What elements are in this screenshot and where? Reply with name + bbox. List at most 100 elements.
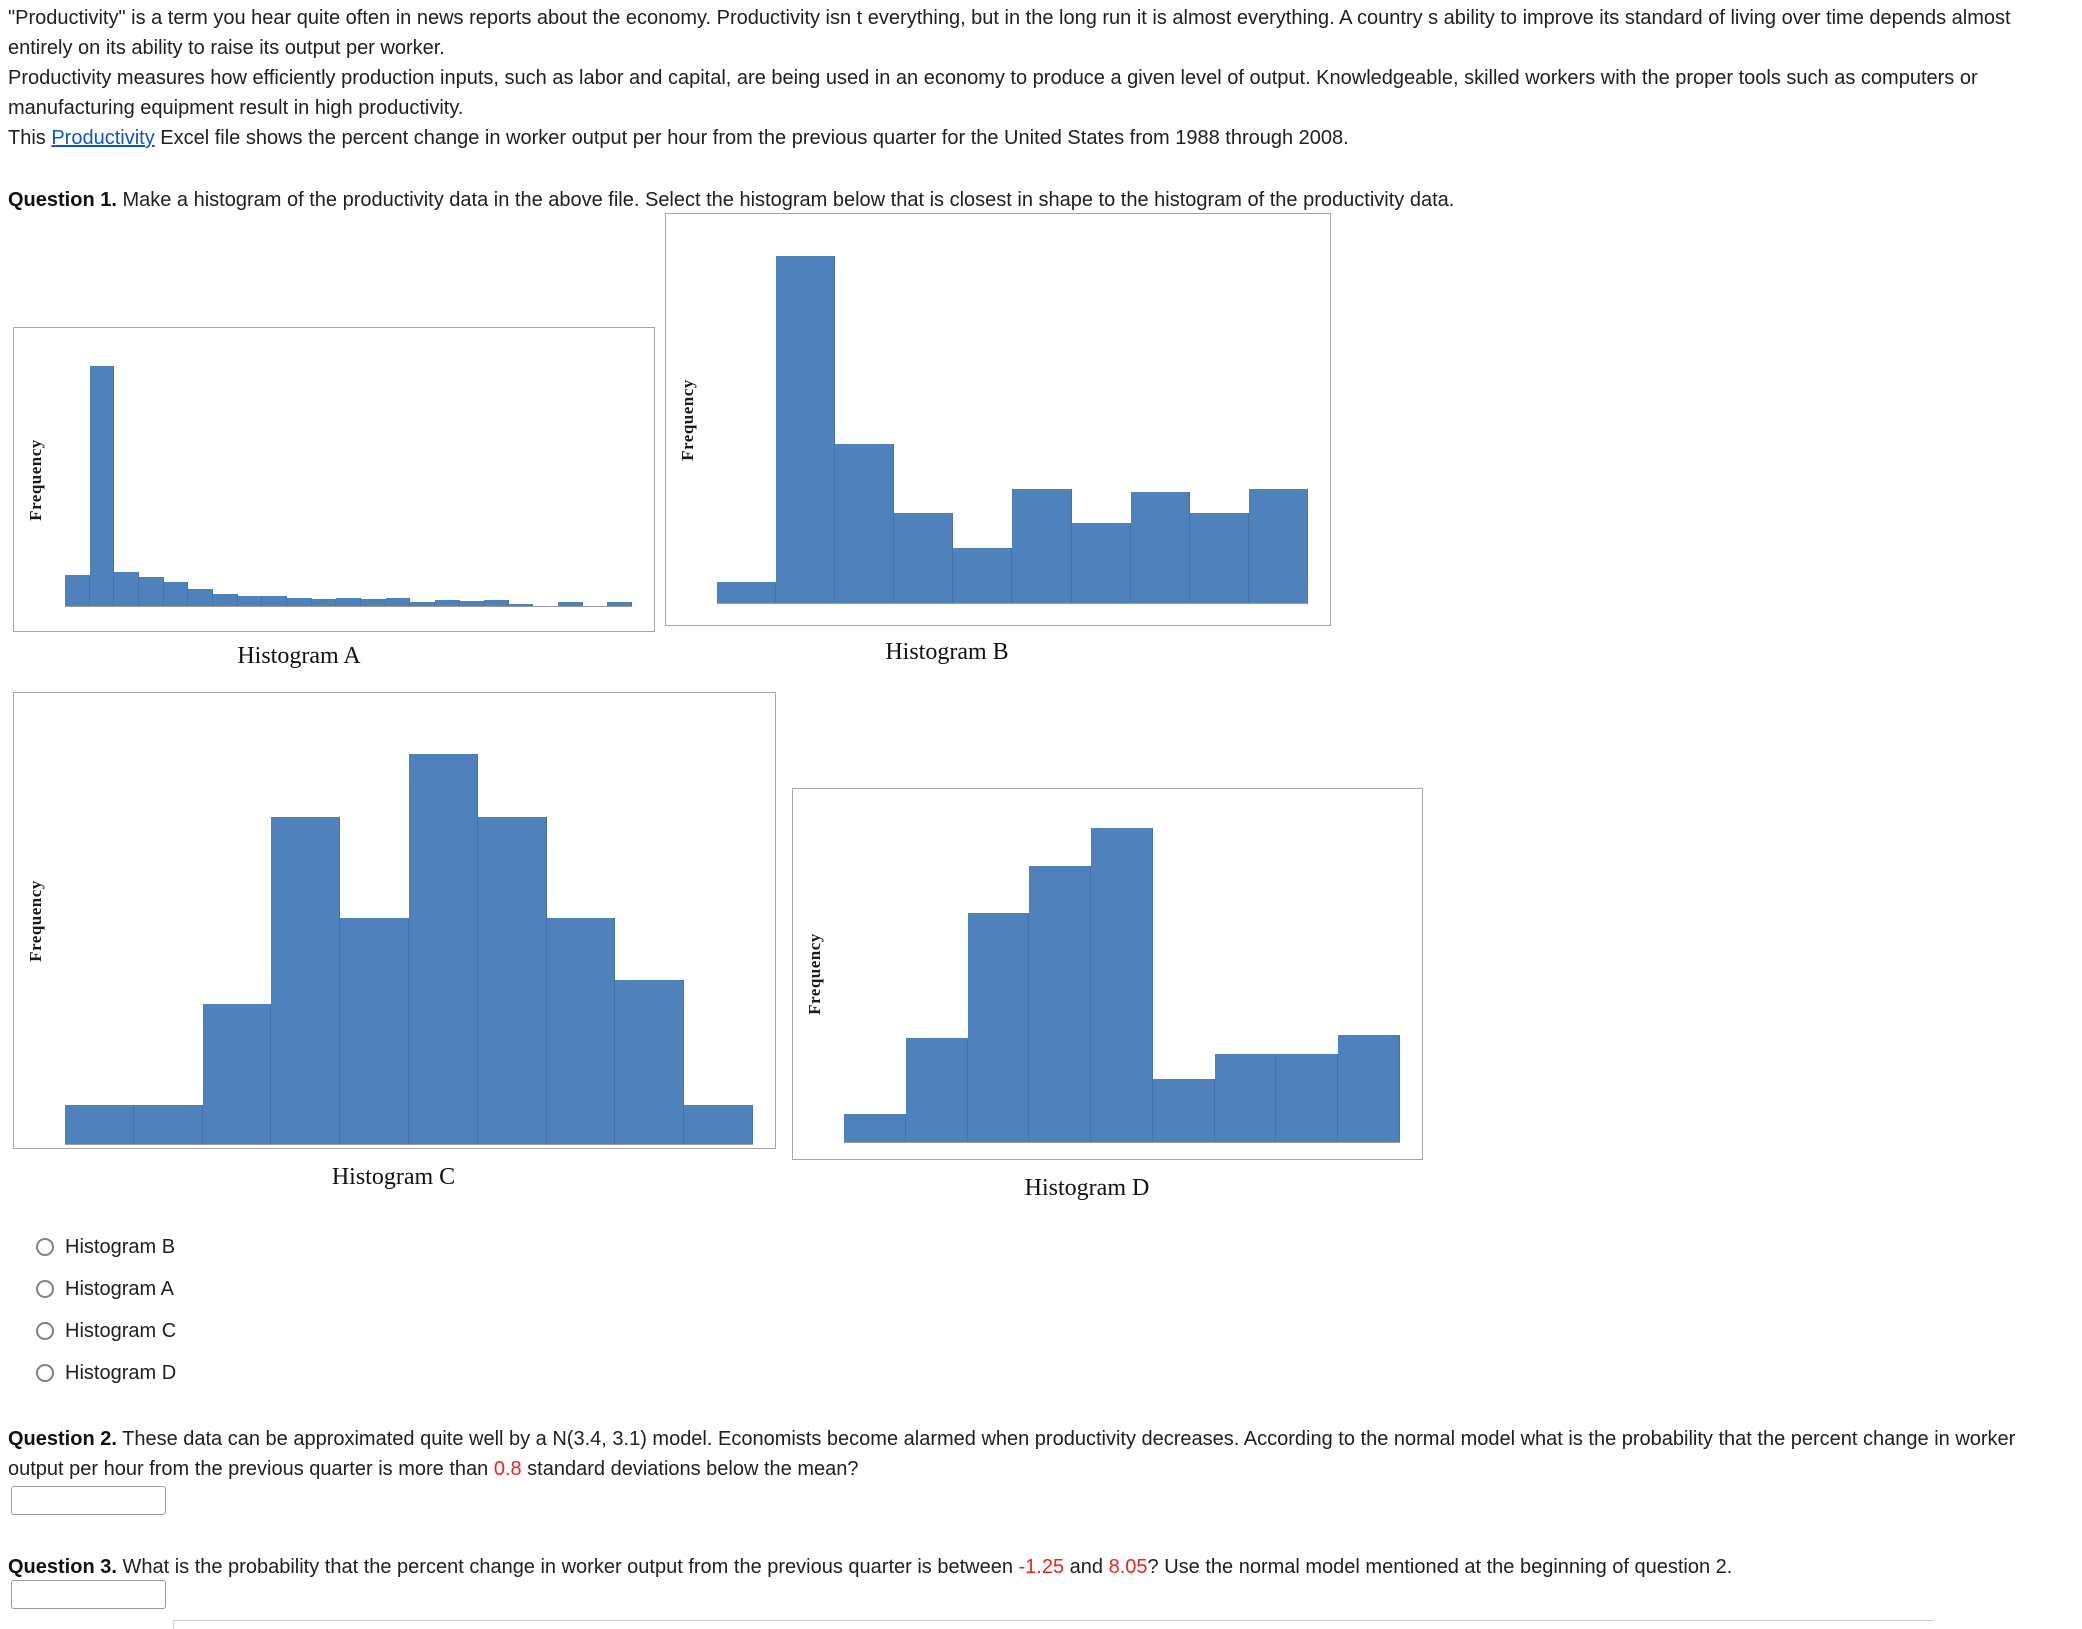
question1-label: Question 1. [8, 189, 117, 211]
question3-answer-input[interactable] [11, 1580, 166, 1609]
histogram-b-plot [717, 222, 1308, 604]
histogram-b-title: Histogram B [885, 639, 1009, 665]
histogram-bar [1214, 1054, 1277, 1142]
histogram-bar [684, 1105, 753, 1144]
question3-body-before: What is the probability that the percent… [116, 1556, 1019, 1578]
histogram-bar [286, 597, 312, 606]
histogram-bar [1012, 488, 1072, 603]
question2-answer-input[interactable] [11, 1486, 166, 1515]
histogram-c-chart: Frequency [13, 692, 776, 1149]
intro-paragraph-3: This Productivity Excel file shows the p… [8, 123, 2070, 153]
histogram-bar [615, 980, 685, 1144]
histogram-bar [894, 512, 954, 603]
question2-body-after: standard deviations below the mean? [521, 1458, 859, 1480]
intro-p1-text: "Productivity" is a term you hear quite … [8, 7, 2011, 59]
histogram-bar [905, 1038, 968, 1142]
histogram-c-title: Histogram C [331, 1164, 456, 1190]
option-label[interactable]: Histogram C [65, 1319, 177, 1342]
question2-highlight-value: 0.8 [493, 1458, 522, 1480]
option-label[interactable]: Histogram D [65, 1361, 177, 1384]
radio-button-icon[interactable] [36, 1280, 54, 1298]
question3-label: Question 3. [8, 1556, 117, 1578]
option-histogram-b[interactable]: Histogram B [36, 1226, 176, 1268]
histogram-bar [138, 577, 164, 606]
histogram-bar [844, 1113, 906, 1142]
histogram-bar [717, 582, 777, 603]
histogram-bar [133, 1105, 203, 1144]
histogram-bar [65, 574, 90, 606]
histogram-b-ylabel: Frequency [678, 378, 697, 461]
histogram-bar [477, 816, 547, 1144]
histogram-d-ylabel: Frequency [805, 933, 824, 1015]
option-histogram-d[interactable]: Histogram D [36, 1352, 176, 1394]
intro-p2-text: Productivity measures how efficiently pr… [8, 67, 1978, 119]
radio-button-icon[interactable] [36, 1322, 54, 1340]
histogram-bar [1130, 492, 1190, 603]
histogram-bar [410, 602, 435, 606]
histogram-a-chart: Frequency [13, 327, 655, 632]
histogram-bar [434, 600, 460, 606]
histogram-bar [163, 581, 189, 606]
question1-body: Make a histogram of the productivity dat… [116, 189, 1455, 211]
histogram-a-title: Histogram A [237, 643, 361, 669]
histogram-bar [1189, 512, 1249, 603]
question3-text: Question 3. What is the probability that… [8, 1552, 2070, 1582]
histogram-bar [114, 572, 139, 606]
histogram-bar [336, 597, 361, 606]
question1-text: Question 1. Make a histogram of the prod… [8, 185, 2070, 215]
histogram-bar [835, 443, 895, 603]
histogram-d-title: Histogram D [1024, 1175, 1150, 1201]
intro-paragraph-2: Productivity measures how efficiently pr… [8, 63, 2070, 123]
question3-body-middle: and [1064, 1556, 1109, 1578]
histogram-bar [188, 589, 213, 606]
productivity-file-link[interactable]: Productivity [51, 127, 155, 149]
histogram-bar [237, 596, 263, 606]
histogram-bar [546, 917, 616, 1144]
histogram-a-plot [65, 336, 633, 607]
question3-highlight-value-1: -1.25 [1018, 1556, 1065, 1578]
histogram-bar [385, 597, 411, 606]
histogram-bar [607, 602, 633, 606]
histogram-bar [360, 598, 386, 606]
histogram-bar [558, 602, 583, 606]
histogram-d-chart: Frequency [792, 788, 1423, 1160]
histogram-d-plot [844, 797, 1401, 1143]
histogram-bar [776, 256, 836, 603]
histogram-a-ylabel: Frequency [26, 438, 45, 521]
question1-options: Histogram B Histogram A Histogram C Hist… [36, 1226, 176, 1394]
question2-label: Question 2. [8, 1428, 117, 1450]
histogram-bar [262, 596, 287, 606]
histogram-c-plot [65, 701, 753, 1145]
intro-paragraph-1: "Productivity" is a term you hear quite … [8, 3, 2070, 63]
radio-button-icon[interactable] [36, 1364, 54, 1382]
histogram-bar [459, 601, 485, 606]
question3-highlight-value-2: 8.05 [1108, 1556, 1148, 1578]
histogram-bar [202, 1003, 272, 1144]
histogram-bar [408, 754, 478, 1144]
histogram-bar [311, 598, 337, 606]
question2-text: Question 2. These data can be approximat… [8, 1424, 2070, 1484]
histogram-bar [508, 603, 534, 606]
histogram-bar [1091, 828, 1153, 1142]
histogram-bar [1338, 1035, 1401, 1142]
histogram-bar [1248, 488, 1308, 603]
histogram-bar [1071, 523, 1131, 603]
option-histogram-c[interactable]: Histogram C [36, 1310, 176, 1352]
histogram-bar [65, 1105, 134, 1144]
option-label[interactable]: Histogram B [65, 1235, 176, 1258]
intro-p3-text-after: Excel file shows the percent change in w… [154, 127, 1349, 149]
option-histogram-a[interactable]: Histogram A [36, 1268, 176, 1310]
histogram-bar [1029, 865, 1092, 1142]
histogram-bar [1152, 1079, 1215, 1142]
histogram-bar [1276, 1054, 1339, 1142]
histogram-bar [340, 917, 409, 1144]
intro-block: "Productivity" is a term you hear quite … [8, 3, 2070, 153]
question2-body-before: These data can be approximated quite wel… [8, 1428, 2016, 1480]
histogram-b-chart: Frequency [665, 213, 1331, 626]
histogram-bar [212, 594, 238, 606]
option-label[interactable]: Histogram A [65, 1277, 174, 1300]
radio-button-icon[interactable] [36, 1238, 54, 1256]
histogram-bar [484, 600, 509, 606]
histogram-c-ylabel: Frequency [26, 879, 45, 962]
